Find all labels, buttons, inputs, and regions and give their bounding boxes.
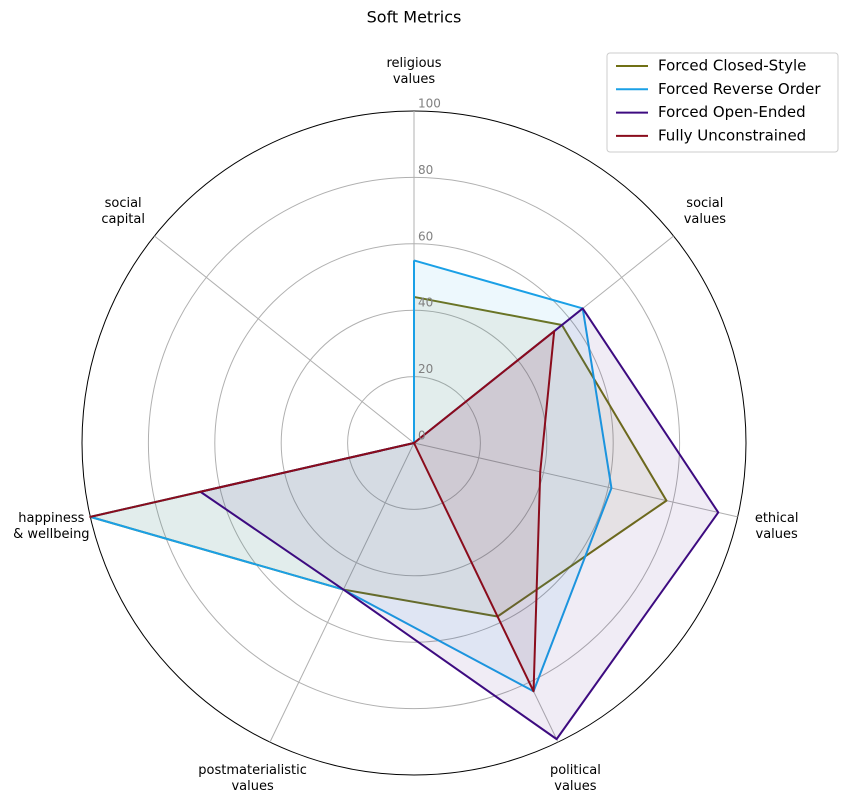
category-label: happiness & wellbeing xyxy=(13,510,89,541)
chart-title: Soft Metrics xyxy=(367,8,462,27)
category-label: social values xyxy=(684,196,727,227)
spoke xyxy=(413,442,738,518)
category-label: ethical values xyxy=(755,510,799,541)
spoke xyxy=(154,235,415,444)
r-tick-label: 60 xyxy=(418,229,433,243)
spoke xyxy=(269,442,415,743)
r-tick-label: 40 xyxy=(418,296,433,310)
r-tick-label: 0 xyxy=(418,429,426,443)
legend-label: Forced Reverse Order xyxy=(658,80,821,98)
series-area xyxy=(200,308,719,740)
r-tick-label: 100 xyxy=(418,97,441,111)
legend: Forced Closed-Style Forced Reverse Order F… xyxy=(606,52,839,153)
legend-label: Fully Unconstrained xyxy=(658,126,806,144)
legend-label: Forced Open-Ended xyxy=(658,103,806,121)
category-label: postmaterialistic values xyxy=(198,763,307,794)
r-tick-label: 80 xyxy=(418,163,433,177)
category-label: social capital xyxy=(101,196,145,227)
r-tick-label: 20 xyxy=(418,362,433,376)
category-label: political values xyxy=(550,763,601,794)
series-area xyxy=(90,296,667,617)
legend-label: Forced Closed-Style xyxy=(658,57,806,75)
series-line xyxy=(89,330,556,693)
legend-box xyxy=(606,52,839,153)
series-area xyxy=(90,331,555,692)
category-label: religious values xyxy=(386,56,441,87)
